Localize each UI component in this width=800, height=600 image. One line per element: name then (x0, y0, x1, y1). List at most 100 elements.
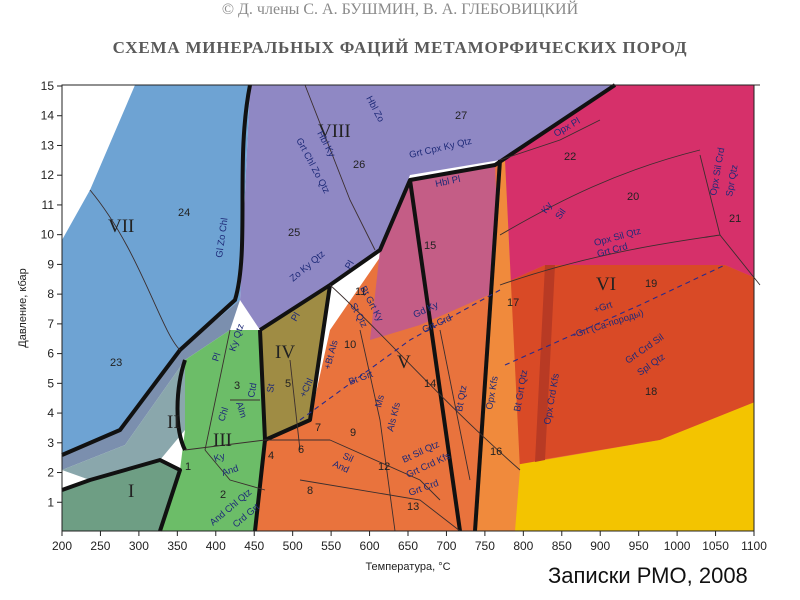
field-number-12: 12 (378, 461, 390, 473)
y-tick-label: 14 (41, 109, 55, 123)
y-axis-title: Давление, кбар (17, 268, 29, 347)
label-sil: Sil (553, 207, 568, 222)
x-ticks: 200 250 300 350 400 450 500 550 600 650 700 750 800 8… (52, 531, 767, 553)
facies-fields (62, 85, 754, 531)
label-pl-iii: Pl (210, 351, 223, 362)
y-tick-label: 2 (47, 466, 54, 480)
roman-VIII: VIII (318, 121, 351, 142)
field-numbers: 1 2 3 4 5 6 7 8 9 10 11 12 13 14 15 16 1… (110, 110, 741, 513)
y-tick-label: 4 (47, 406, 54, 420)
source-caption: Записки РМО, 2008 (548, 563, 748, 588)
y-tick-label: 8 (47, 287, 54, 301)
label-and-low: And (221, 463, 240, 479)
line-14-high (329, 284, 521, 471)
field-crd-kfs-band (535, 265, 555, 462)
y-tick-label: 5 (47, 376, 54, 390)
field-III-region (160, 330, 265, 531)
field-number-22: 22 (564, 151, 576, 163)
roman-labels: I II III IV V VI VII VIII (108, 121, 616, 502)
field-number-14: 14 (424, 378, 436, 390)
field-UHT-region (515, 402, 754, 531)
y-tick-label: 12 (41, 168, 55, 182)
field-number-9: 9 (350, 427, 356, 439)
boundary-I-II (61, 458, 182, 532)
field-15 (370, 165, 500, 340)
y-tick-label: 7 (47, 317, 54, 331)
field-number-20: 20 (627, 191, 639, 203)
line-kfs (299, 479, 461, 532)
x-tick-label: 600 (360, 539, 380, 553)
field-number-21: 21 (729, 213, 741, 225)
field-number-8: 8 (307, 485, 313, 497)
field-number-11: 11 (355, 286, 366, 298)
field-number-5: 5 (285, 378, 291, 390)
y-tick-label: 3 (47, 436, 54, 450)
y-tick-label: 6 (47, 347, 54, 361)
y-tick-label: 10 (41, 228, 55, 242)
y-tick-label: 13 (41, 138, 55, 152)
roman-I: I (128, 481, 134, 502)
field-I-region (62, 460, 180, 531)
field-HP-granulite (500, 85, 754, 285)
line-IV-split (289, 359, 301, 451)
x-tick-label: 250 (90, 539, 110, 553)
field-number-7: 7 (315, 422, 321, 434)
roman-IV: IV (275, 342, 295, 363)
x-tick-label: 1050 (702, 539, 729, 553)
dashed-grt-ca (504, 264, 726, 366)
field-number-1: 1 (185, 461, 191, 473)
dashed-boundaries (299, 264, 726, 421)
field-number-2: 2 (220, 489, 226, 501)
field-number-4: 4 (268, 450, 274, 462)
roman-V: V (397, 352, 411, 373)
field-VII-region (62, 85, 250, 455)
x-tick-label: 700 (436, 539, 456, 553)
field-17-column (475, 160, 520, 531)
field-number-26: 26 (353, 159, 365, 171)
line-pl-opx (499, 119, 601, 161)
x-tick-label: 800 (513, 539, 533, 553)
label-alm: Alm (233, 401, 249, 420)
boundary-VIII-lower (258, 83, 617, 332)
line-26 (304, 84, 376, 251)
major-boundaries (61, 83, 617, 532)
roman-II: II (167, 412, 180, 433)
dashed-gd-ky (299, 289, 501, 421)
line-and-sil (329, 439, 441, 501)
line-ky-and (184, 439, 330, 451)
x-tick-label: 750 (475, 539, 495, 553)
x-tick-label: 900 (590, 539, 610, 553)
line-24-25 (89, 189, 181, 351)
x-tick-label: 650 (398, 539, 418, 553)
field-VI-region (500, 265, 754, 470)
y-tick-label: 11 (42, 198, 55, 212)
line-19 (499, 234, 721, 286)
label-chl: Chl (216, 406, 231, 423)
x-tick-label: 950 (629, 539, 649, 553)
field-number-10: 10 (344, 339, 356, 351)
label-st: St (265, 383, 277, 394)
y-tick-label: 15 (41, 79, 55, 93)
field-II-region (62, 360, 185, 480)
x-tick-label: 300 (129, 539, 149, 553)
field-number-19: 19 (645, 278, 657, 290)
label-sil-low: Sil (341, 451, 355, 465)
label-ctd: Ctd (246, 382, 259, 398)
x-tick-label: 350 (167, 539, 187, 553)
roman-VII: VII (108, 216, 134, 237)
field-number-17: 17 (507, 297, 519, 309)
field-number-25: 25 (288, 227, 300, 239)
line-22-20 (499, 149, 701, 236)
x-tick-label: 400 (206, 539, 226, 553)
field-number-6: 6 (298, 444, 304, 456)
field-VII-border (62, 300, 240, 470)
x-tick-label: 550 (321, 539, 341, 553)
boundary-IV-V (264, 284, 332, 442)
label-bt-qtz: Bt Qtz (454, 384, 469, 412)
x-tick-label: 500 (283, 539, 303, 553)
label-ky-low: Ky (213, 451, 227, 465)
x-tick-label: 1000 (664, 539, 691, 553)
field-number-3: 3 (234, 380, 240, 392)
boundary-V-left (408, 179, 462, 532)
